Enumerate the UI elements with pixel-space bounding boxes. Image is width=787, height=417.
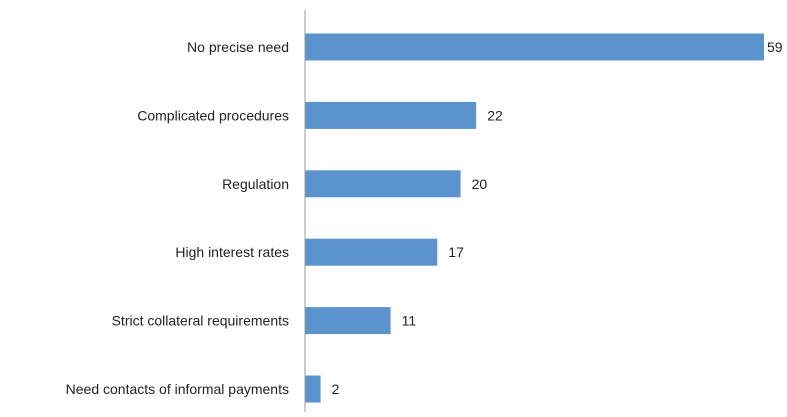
bar-3 [305,238,438,266]
value-label-2: 20 [472,176,488,192]
value-label-0: 59 [767,39,783,55]
bars-group [305,33,764,403]
category-label-4: Strict collateral requirements [112,313,289,329]
value-label-3: 17 [448,244,464,260]
category-label-3: High interest rates [175,244,289,260]
category-label-1: Complicated procedures [137,107,289,123]
category-labels: No precise need Complicated procedures Reg… [66,39,289,397]
category-label-5: Need contacts of informal payments [66,381,289,397]
bar-1 [305,101,477,129]
value-label-5: 2 [332,381,340,397]
value-label-1: 22 [487,107,503,123]
bar-5 [305,375,321,403]
value-labels: 59 22 20 17 11 2 [332,39,783,397]
bar-4 [305,307,391,335]
bar-0 [305,33,764,61]
category-label-0: No precise need [187,39,289,55]
value-label-4: 11 [402,313,417,329]
category-label-2: Regulation [222,176,289,192]
bar-2 [305,170,461,198]
